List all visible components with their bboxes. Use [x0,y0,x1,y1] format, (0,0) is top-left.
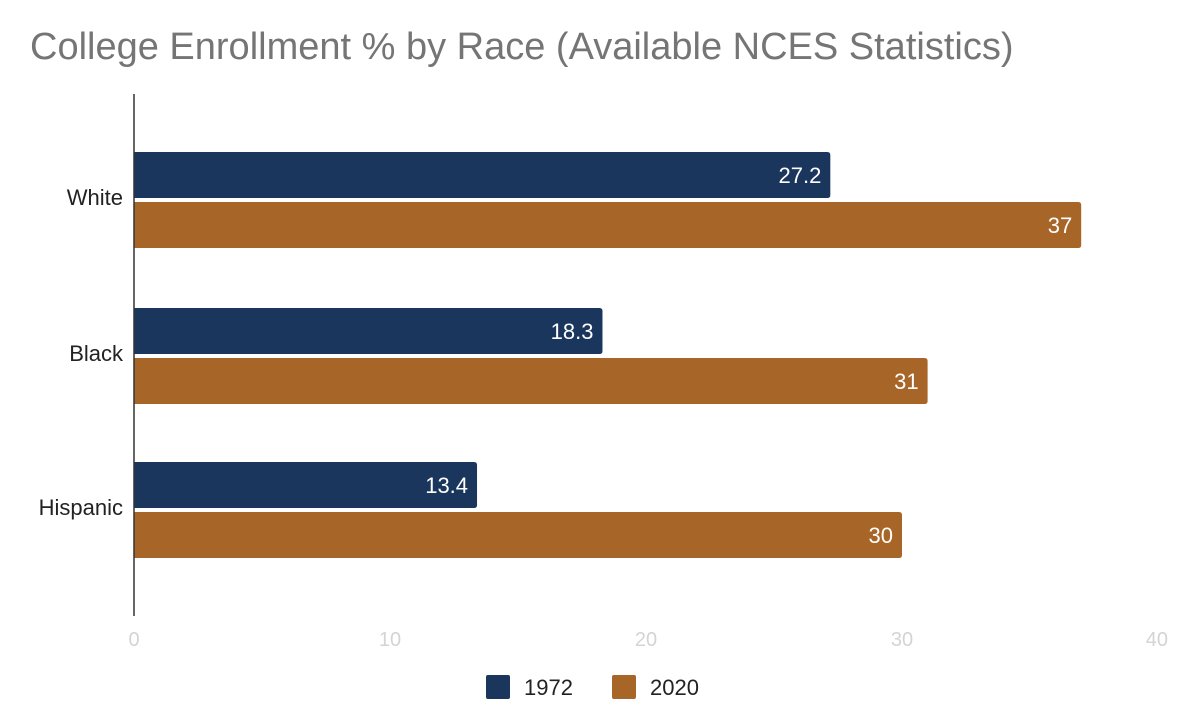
x-tick-label-0: 0 [128,629,139,651]
bars-layer: 27.2 37 18.3 31 13.4 30 [134,152,1082,558]
x-tick-label-30: 30 [891,629,913,651]
category-label-white: White [67,185,123,210]
data-label-hispanic-1972: 13.4 [425,473,468,498]
legend-label-1972: 1972 [524,675,573,700]
legend-swatch-2020 [612,675,636,699]
bar-white-1972 [134,152,831,198]
bar-hispanic-2020 [134,512,902,558]
data-label-hispanic-2020: 30 [869,523,893,548]
bar-black-1972 [134,308,603,354]
bar-white-2020 [134,202,1082,248]
x-tick-label-20: 20 [635,629,657,651]
category-label-hispanic: Hispanic [39,495,123,520]
legend: 1972 2020 [486,675,699,700]
x-tick-label-40: 40 [1146,629,1168,651]
legend-label-2020: 2020 [650,675,699,700]
data-label-black-1972: 18.3 [551,319,594,344]
data-label-white-2020: 37 [1048,213,1072,238]
x-tick-label-10: 10 [379,629,401,651]
data-label-white-1972: 27.2 [778,163,821,188]
data-label-black-2020: 31 [894,369,918,394]
category-label-black: Black [69,341,124,366]
bar-black-2020 [134,358,928,404]
category-axis: White Black Hispanic [39,185,124,520]
chart-title: College Enrollment % by Race (Available … [30,26,1014,68]
value-axis: 0 10 20 30 40 [128,629,1168,651]
bar-hispanic-1972 [134,462,478,508]
legend-swatch-1972 [486,675,510,699]
